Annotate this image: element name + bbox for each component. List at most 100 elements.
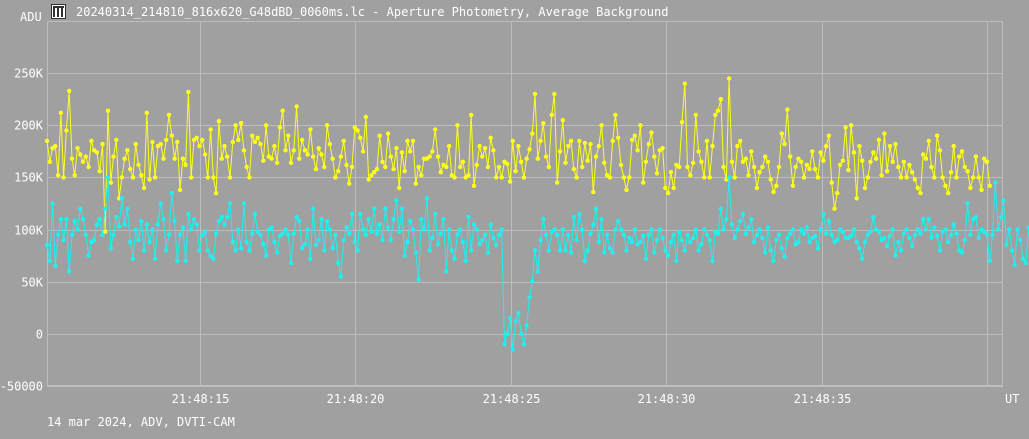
data-point (948, 170, 954, 175)
data-point (599, 216, 604, 222)
data-point (202, 152, 208, 157)
data-point (527, 295, 532, 300)
data-point (233, 123, 238, 128)
data-point (702, 227, 707, 232)
data-point (1026, 225, 1029, 230)
data-point (236, 137, 241, 143)
data-point (244, 164, 249, 170)
data-point (513, 169, 518, 174)
data-point (222, 222, 227, 227)
data-point (433, 127, 438, 132)
data-point (297, 156, 302, 161)
data-point (47, 258, 52, 264)
data-point (718, 97, 723, 102)
data-point (987, 258, 992, 264)
data-point (613, 227, 618, 232)
axis-labels: ADU UT -50000 0 50K 100K 150K 200K 250K 21:48:1… (0, 10, 1019, 406)
data-point (604, 232, 610, 237)
data-point (829, 232, 834, 237)
data-point (577, 138, 582, 144)
data-point (80, 216, 86, 222)
data-point (943, 227, 948, 232)
data-point (111, 232, 116, 237)
data-point (324, 123, 330, 128)
data-point (352, 239, 357, 245)
data-point (166, 112, 172, 118)
data-point (108, 180, 114, 185)
data-point (921, 216, 926, 222)
data-point (995, 227, 1001, 232)
data-point (80, 159, 86, 164)
data-point (582, 258, 588, 264)
data-point (848, 123, 854, 128)
data-point (105, 108, 111, 113)
data-point (119, 196, 125, 201)
data-point (638, 239, 643, 245)
data-point (771, 189, 776, 195)
data-point (555, 232, 560, 237)
data-point (591, 189, 596, 195)
data-point (799, 159, 804, 164)
data-point (394, 146, 399, 151)
data-point (419, 216, 424, 222)
data-point (319, 152, 324, 157)
data-point (643, 159, 649, 164)
data-point (427, 248, 432, 253)
data-point (391, 166, 396, 172)
data-point (255, 229, 260, 234)
data-point (624, 187, 629, 193)
data-point (621, 175, 626, 180)
data-point (421, 227, 427, 232)
data-point (707, 175, 712, 180)
data-point (693, 112, 698, 118)
data-point (818, 227, 823, 232)
data-point (507, 316, 513, 321)
data-point (446, 227, 452, 232)
data-point (139, 219, 144, 224)
data-point (926, 216, 931, 222)
data-point (183, 162, 188, 168)
data-point (654, 237, 660, 243)
data-point (86, 164, 91, 170)
data-point (230, 139, 235, 145)
data-point (288, 260, 294, 266)
y-axis-label: ADU (20, 10, 42, 24)
data-point (410, 227, 416, 232)
data-point (1004, 243, 1009, 248)
data-point (355, 128, 360, 133)
data-point (313, 166, 319, 172)
data-point (563, 160, 568, 165)
data-point (774, 237, 779, 243)
data-point (205, 248, 210, 253)
app-logo-icon (51, 4, 66, 19)
data-point (593, 206, 599, 211)
data-point (75, 227, 80, 232)
data-point (804, 225, 809, 230)
data-point (194, 135, 199, 140)
data-point (496, 232, 502, 237)
data-point (951, 222, 956, 227)
data-point (349, 211, 355, 217)
data-point (311, 206, 316, 211)
y-tick-label: 50K (21, 276, 43, 290)
data-point (377, 222, 382, 227)
data-point (247, 175, 252, 180)
data-point (413, 250, 418, 255)
data-point (322, 164, 327, 170)
data-point (200, 232, 205, 237)
data-point (152, 256, 158, 261)
data-point (128, 166, 133, 172)
data-point (105, 175, 111, 180)
data-point (560, 227, 565, 232)
data-point (776, 232, 782, 237)
data-point (754, 232, 760, 237)
data-point (480, 237, 485, 243)
data-point (596, 143, 601, 149)
data-point (915, 227, 920, 232)
data-point (796, 239, 801, 245)
data-point (585, 158, 590, 163)
data-point (358, 211, 363, 217)
data-point (909, 170, 915, 175)
data-point (865, 175, 870, 180)
data-point (743, 156, 748, 161)
